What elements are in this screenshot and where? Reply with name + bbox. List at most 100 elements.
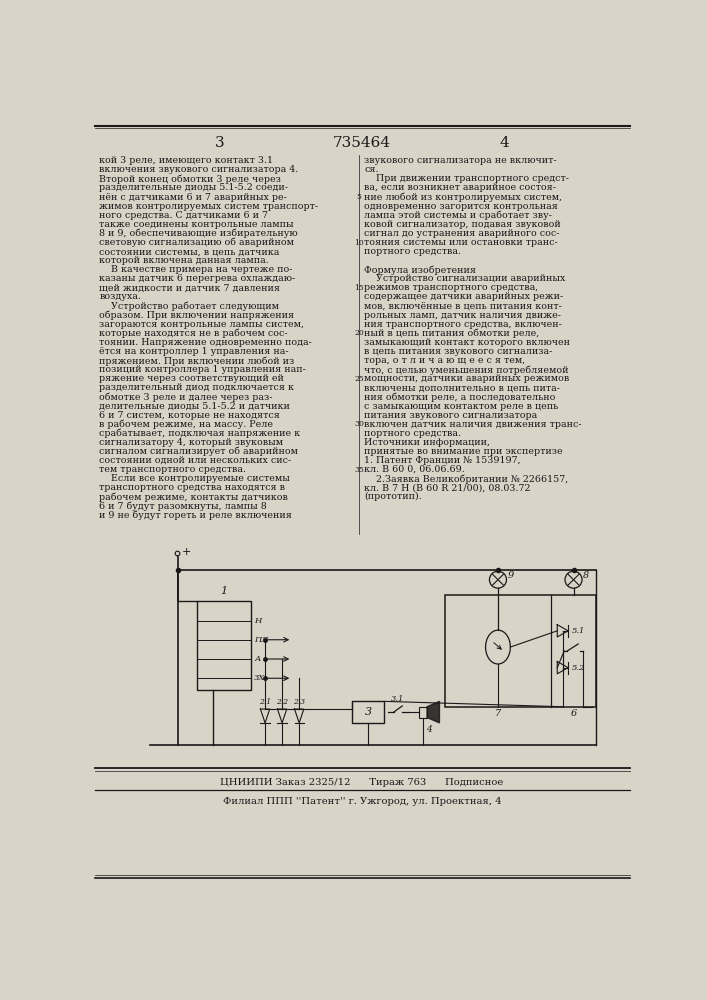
Text: что, с целью уменьшения потребляемой: что, с целью уменьшения потребляемой <box>364 365 568 375</box>
Bar <box>352 701 385 723</box>
Text: включения звукового сигнализатора 4.: включения звукового сигнализатора 4. <box>99 165 298 174</box>
Text: в цепь питания звукового сигнализа-: в цепь питания звукового сигнализа- <box>364 347 553 356</box>
Text: рольных ламп, датчик наличия движе-: рольных ламп, датчик наличия движе- <box>364 311 561 320</box>
Text: световую сигнализацию об аварийном: световую сигнализацию об аварийном <box>99 238 294 247</box>
Text: питания звукового сигнализатора: питания звукового сигнализатора <box>364 411 537 420</box>
Text: тоянии. Напряжение одновременно пода-: тоянии. Напряжение одновременно пода- <box>99 338 312 347</box>
Text: 25: 25 <box>354 375 363 383</box>
Text: щей жидкости и датчик 7 давления: щей жидкости и датчик 7 давления <box>99 283 280 292</box>
Text: Филиал ППП ''Патент'' г. Ужгород, ул. Проектная, 4: Филиал ППП ''Патент'' г. Ужгород, ул. Пр… <box>223 797 501 806</box>
Text: Источники информации,: Источники информации, <box>364 438 490 447</box>
Text: обмотке 3 реле и далее через раз-: обмотке 3 реле и далее через раз- <box>99 392 273 402</box>
Text: разделительные диоды 5.1-5.2 соеди-: разделительные диоды 5.1-5.2 соеди- <box>99 183 288 192</box>
Text: нён с датчиками 6 и 7 аварийных ре-: нён с датчиками 6 и 7 аварийных ре- <box>99 193 287 202</box>
Text: 3: 3 <box>216 136 225 150</box>
Polygon shape <box>427 701 440 723</box>
Text: ния обмотки реле, а последовательно: ния обмотки реле, а последовательно <box>364 392 556 402</box>
Text: в рабочем режиме, на массу. Реле: в рабочем режиме, на массу. Реле <box>99 420 273 429</box>
Text: воздуха.: воздуха. <box>99 292 141 301</box>
Text: казаны датчик 6 перегрева охлаждаю-: казаны датчик 6 перегрева охлаждаю- <box>99 274 296 283</box>
Text: 35: 35 <box>354 466 364 474</box>
Text: сигнал до устранения аварийного сос-: сигнал до устранения аварийного сос- <box>364 229 560 238</box>
Text: (прототип).: (прототип). <box>364 492 422 501</box>
Text: с замыкающим контактом реле в цепь: с замыкающим контактом реле в цепь <box>364 402 559 411</box>
Text: ЦНИИПИ Заказ 2325/12      Тираж 763      Подписное: ЦНИИПИ Заказ 2325/12 Тираж 763 Подписное <box>221 778 503 787</box>
Text: +: + <box>182 547 192 557</box>
Text: 5.1: 5.1 <box>572 627 585 635</box>
Text: 1. Патент Франции № 1539197,: 1. Патент Франции № 1539197, <box>364 456 521 465</box>
Text: 15: 15 <box>354 284 363 292</box>
Bar <box>445 595 596 707</box>
Text: которые находятся не в рабочем сос-: которые находятся не в рабочем сос- <box>99 329 288 338</box>
Text: 2.Заявка Великобритании № 2266157,: 2.Заявка Великобритании № 2266157, <box>364 474 568 484</box>
Text: тем транспортного средства.: тем транспортного средства. <box>99 465 246 474</box>
Text: ряжение через соответствующий ей: ряжение через соответствующий ей <box>99 374 284 383</box>
Text: лампа этой системы и сработает зву-: лампа этой системы и сработает зву- <box>364 211 552 220</box>
Text: тора, о т л и ч а ю щ е е с я тем,: тора, о т л и ч а ю щ е е с я тем, <box>364 356 525 365</box>
Text: Если все контролируемые системы: Если все контролируемые системы <box>99 474 290 483</box>
Text: 2.1: 2.1 <box>259 698 271 706</box>
Text: 7: 7 <box>495 709 501 718</box>
Text: ПЛ: ПЛ <box>255 636 269 644</box>
Text: позиций контроллера 1 управления нап-: позиций контроллера 1 управления нап- <box>99 365 306 374</box>
Text: Второй конец обмотки 3 реле через: Второй конец обмотки 3 реле через <box>99 174 281 184</box>
Text: Устройство сигнализации аварийных: Устройство сигнализации аварийных <box>364 274 566 283</box>
Text: срабатывает, подключая напряжение к: срабатывает, подключая напряжение к <box>99 429 300 438</box>
Text: В качестве примера на чертеже по-: В качестве примера на чертеже по- <box>99 265 293 274</box>
Text: транспортного средства находятся в: транспортного средства находятся в <box>99 483 285 492</box>
Text: ва, если возникнет аварийное состоя-: ва, если возникнет аварийное состоя- <box>364 183 556 192</box>
Text: мощности, датчики аварийных режимов: мощности, датчики аварийных режимов <box>364 374 570 383</box>
Text: сигнализатору 4, который звуковым: сигнализатору 4, который звуковым <box>99 438 284 447</box>
Text: 8 и 9, обеспечивающие избирательную: 8 и 9, обеспечивающие избирательную <box>99 229 298 238</box>
Text: тояния системы или остановки транс-: тояния системы или остановки транс- <box>364 238 558 247</box>
Text: одновременно загорится контрольная: одновременно загорится контрольная <box>364 202 558 211</box>
Text: ся.: ся. <box>364 165 379 174</box>
Text: портного средства.: портного средства. <box>364 247 461 256</box>
Text: 6 и 7 систем, которые не находятся: 6 и 7 систем, которые не находятся <box>99 411 280 420</box>
Text: кл. В 7 Н (В 60 R 21/00), 08.03.72: кл. В 7 Н (В 60 R 21/00), 08.03.72 <box>364 483 531 492</box>
Text: 30: 30 <box>354 420 364 428</box>
Text: 735464: 735464 <box>333 136 391 150</box>
Text: 20: 20 <box>354 329 363 337</box>
Text: ётся на контроллер 1 управления на-: ётся на контроллер 1 управления на- <box>99 347 289 356</box>
Text: 6: 6 <box>571 709 577 718</box>
Text: 3.1: 3.1 <box>391 695 404 703</box>
Text: принятые во внимание при экспертизе: принятые во внимание при экспертизе <box>364 447 563 456</box>
Text: пряжением. При включении любой из: пряжением. При включении любой из <box>99 356 295 366</box>
Text: портного средства.: портного средства. <box>364 429 461 438</box>
Text: 2.3: 2.3 <box>293 698 305 706</box>
Text: При движении транспортного средст-: При движении транспортного средст- <box>364 174 569 183</box>
Text: ние любой из контролируемых систем,: ние любой из контролируемых систем, <box>364 193 562 202</box>
Text: звукового сигнализатора не включит-: звукового сигнализатора не включит- <box>364 156 557 165</box>
Text: загораются контрольные лампы систем,: загораются контрольные лампы систем, <box>99 320 304 329</box>
Text: сигналом сигнализирует об аварийном: сигналом сигнализирует об аварийном <box>99 447 298 456</box>
Text: образом. При включении напряжения: образом. При включении напряжения <box>99 311 294 320</box>
Text: 10: 10 <box>354 239 363 247</box>
Text: также соединены контрольные лампы: также соединены контрольные лампы <box>99 220 294 229</box>
Text: жимов контролируемых систем транспорт-: жимов контролируемых систем транспорт- <box>99 202 318 211</box>
Text: режимов транспортного средства,: режимов транспортного средства, <box>364 283 539 292</box>
Text: ного средства. С датчиками 6 и 7: ного средства. С датчиками 6 и 7 <box>99 211 268 220</box>
Text: состоянии одной или нескольких сис-: состоянии одной или нескольких сис- <box>99 456 291 465</box>
Text: содержащее датчики аварийных режи-: содержащее датчики аварийных режи- <box>364 292 563 301</box>
Text: 9: 9 <box>507 571 513 580</box>
Text: кл. В 60 0, 06.06.69.: кл. В 60 0, 06.06.69. <box>364 465 465 474</box>
Text: ный в цепь питания обмотки реле,: ный в цепь питания обмотки реле, <box>364 329 539 338</box>
Text: делительные диоды 5.1-5.2 и датчики: делительные диоды 5.1-5.2 и датчики <box>99 402 290 411</box>
Text: включены дополнительно в цепь пита-: включены дополнительно в цепь пита- <box>364 383 560 392</box>
Text: разделительный диод подключается к: разделительный диод подключается к <box>99 383 294 392</box>
Text: А: А <box>255 655 261 663</box>
Text: 5: 5 <box>356 193 361 201</box>
Text: Н: Н <box>255 617 262 625</box>
Text: 4: 4 <box>500 136 510 150</box>
Text: и 9 не будут гореть и реле включения: и 9 не будут гореть и реле включения <box>99 511 292 520</box>
Text: кой 3 реле, имеющего контакт 3.1: кой 3 реле, имеющего контакт 3.1 <box>99 156 273 165</box>
Text: ковой сигнализатор, подавая звуковой: ковой сигнализатор, подавая звуковой <box>364 220 561 229</box>
Text: 2.2: 2.2 <box>276 698 288 706</box>
Text: 4: 4 <box>426 725 432 734</box>
Text: 8: 8 <box>583 571 589 580</box>
Text: 6 и 7 будут разомкнуты, лампы 8: 6 и 7 будут разомкнуты, лампы 8 <box>99 501 267 511</box>
Text: ЗХ: ЗХ <box>255 674 265 682</box>
Text: 3: 3 <box>365 707 372 717</box>
Text: 5.2: 5.2 <box>572 664 585 672</box>
